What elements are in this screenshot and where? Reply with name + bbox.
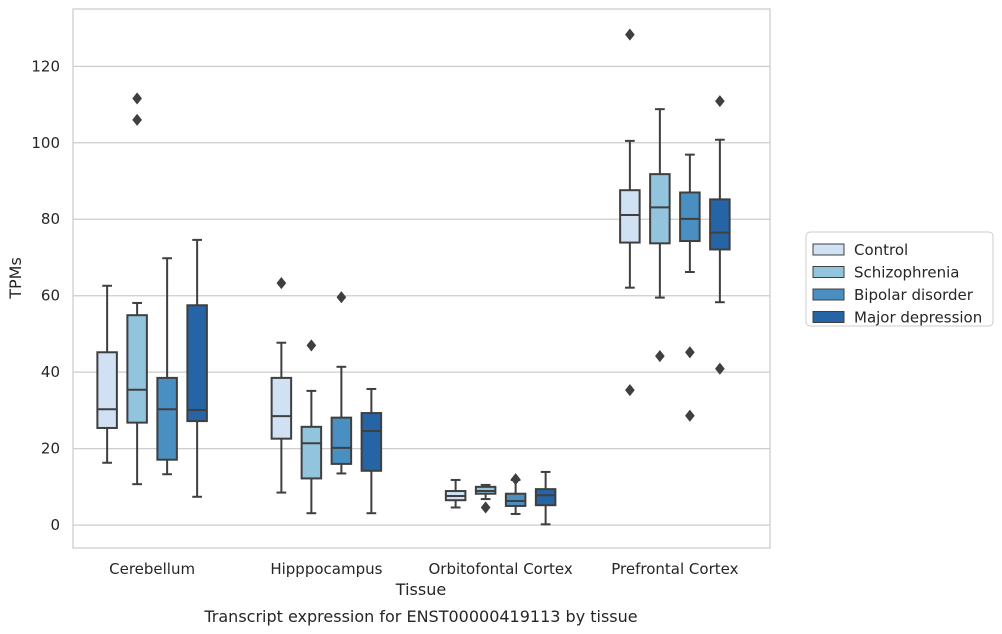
series-control (96, 28, 641, 509)
box (534, 488, 557, 507)
outlier-point (655, 350, 665, 363)
box (186, 304, 208, 423)
outlier-point (132, 92, 142, 105)
plot-frame (72, 8, 771, 549)
x-tick-label: Orbitofontal Cortex (429, 560, 573, 578)
outlier-point (480, 501, 491, 514)
box (156, 376, 178, 461)
y-tick-label: 80 (41, 210, 60, 228)
box (619, 189, 641, 244)
legend-label: Bipolar disorder (854, 286, 974, 304)
y-tick-label: 0 (50, 516, 60, 534)
outlier-point (715, 95, 725, 108)
box (649, 173, 671, 245)
box-group (474, 483, 497, 514)
legend-label: Major depression (854, 309, 982, 327)
legend-label: Control (854, 241, 908, 259)
box (504, 492, 527, 507)
legend-label: Schizophrenia (854, 264, 959, 282)
outlier-point (306, 339, 317, 352)
box (330, 416, 353, 465)
legend-swatch (812, 243, 845, 256)
y-tick-label: 60 (41, 287, 60, 305)
outlier-point (625, 28, 635, 41)
x-axis-label: Tissue (395, 580, 446, 599)
x-tick-label: Hipppocampus (270, 560, 382, 578)
y-tick-label: 20 (41, 440, 60, 458)
box-group (300, 339, 323, 515)
box-group (270, 277, 293, 494)
box-group (649, 108, 671, 363)
box-group (156, 257, 178, 476)
box (96, 351, 118, 429)
y-axis-label: TPMs (6, 257, 25, 300)
box-group (330, 291, 353, 475)
box-group (709, 95, 731, 375)
box-group (126, 92, 148, 486)
box (126, 314, 148, 424)
box-group (619, 28, 641, 397)
box-group (360, 387, 383, 515)
y-tick-label: 100 (31, 134, 60, 152)
y-tick-label: 120 (31, 57, 60, 75)
box-group (534, 470, 557, 526)
legend-frame (805, 231, 994, 327)
outlier-point (715, 362, 725, 375)
box-group (679, 153, 701, 422)
outlier-point (132, 113, 142, 126)
box-group (444, 478, 467, 509)
series-major-depression (186, 95, 731, 526)
box (300, 425, 323, 480)
series-bipolar-disorder (156, 153, 701, 515)
outlier-point (625, 384, 635, 397)
box-series (96, 28, 731, 526)
box (270, 376, 293, 440)
outlier-point (510, 473, 521, 486)
outlier-point (685, 409, 695, 422)
chart-caption: Transcript expression for ENST0000041911… (203, 607, 637, 626)
legend-swatch (812, 288, 845, 301)
box-group (504, 473, 527, 515)
box-group (96, 284, 118, 464)
legend: Control Schizophrenia Bipolar disorder Majo… (805, 231, 994, 327)
legend-swatch (812, 266, 845, 278)
y-tick-labels: 0 20 40 60 80 100 120 (31, 57, 60, 534)
box (679, 191, 701, 243)
x-tick-labels: Cerebellum Hipppocampus Orbitofontal Corte… (109, 560, 738, 578)
series-schizophrenia (126, 92, 671, 515)
box-group (186, 238, 208, 498)
box (709, 198, 731, 251)
outlier-point (685, 346, 695, 359)
x-tick-label: Prefrontal Cortex (611, 560, 738, 578)
outlier-point (276, 277, 287, 290)
y-tick-label: 40 (41, 363, 60, 381)
x-tick-label: Cerebellum (109, 560, 195, 578)
outlier-point (336, 291, 347, 304)
legend-swatch (812, 311, 845, 323)
box (360, 412, 383, 472)
